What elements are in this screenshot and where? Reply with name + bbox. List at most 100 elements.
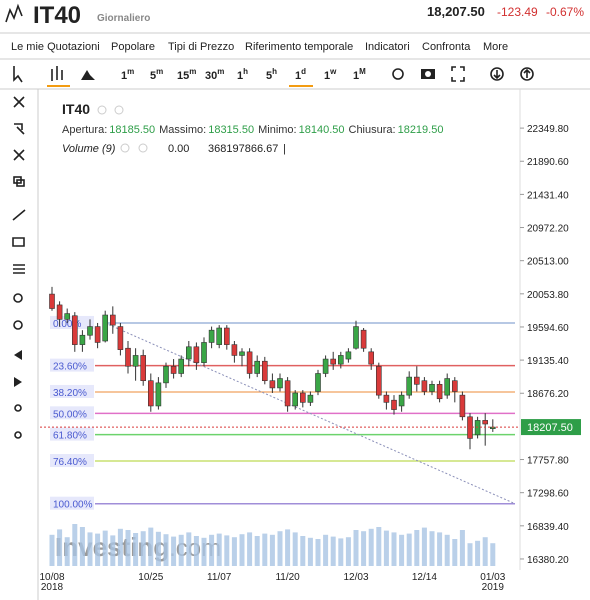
candle-body: [132, 355, 139, 367]
volume-bar: [292, 532, 298, 566]
eye-icon: [120, 143, 130, 153]
candle-body: [193, 346, 200, 363]
candle-type[interactable]: [47, 66, 70, 87]
volume-bar: [216, 533, 222, 566]
symbol: IT40: [33, 2, 81, 29]
fib-trend: [104, 322, 516, 505]
interval-unit: m: [127, 67, 134, 76]
interval-unit: m: [156, 67, 163, 76]
candle-body: [102, 314, 108, 342]
candle-body: [292, 392, 299, 407]
volume-bar: [79, 527, 85, 566]
volume-bar: [247, 532, 253, 566]
volume-bar: [353, 530, 359, 566]
volume-bar: [95, 533, 101, 566]
candle-body: [239, 351, 245, 356]
interval-unit: h: [243, 67, 248, 76]
y-tick-label: 21890.60: [527, 157, 569, 168]
fib-label-box: [50, 384, 94, 398]
eye-icon: [97, 105, 107, 115]
menu-item[interactable]: Popolare: [111, 41, 155, 53]
volume-bar: [391, 532, 397, 566]
menu-item[interactable]: Riferimento temporale: [245, 41, 353, 53]
candle-body: [482, 420, 489, 425]
fib-label: 76.40%: [53, 457, 87, 468]
candle-body: [269, 380, 276, 389]
y-tick-label: 20053.80: [527, 290, 569, 301]
ohlc-value: 18185.50: [109, 124, 155, 136]
interval[interactable]: 1w: [324, 67, 337, 82]
candle-body: [117, 326, 124, 350]
volume-bar: [452, 539, 458, 566]
interval[interactable]: 15m: [177, 67, 196, 82]
candle-body: [459, 394, 466, 418]
candle-body: [429, 384, 435, 392]
cursor-tool[interactable]: [13, 66, 23, 83]
menu-item[interactable]: Le mie Quotazioni: [11, 41, 100, 53]
interval[interactable]: 1d: [295, 67, 306, 82]
candle-body: [444, 378, 451, 396]
volume-bar: [102, 530, 108, 566]
volume-bar: [269, 534, 275, 566]
interval[interactable]: 5h: [266, 67, 277, 82]
candle-body: [284, 380, 291, 407]
x-tick-label: 12/14: [412, 572, 437, 583]
volume-bar: [338, 538, 344, 566]
candle-body: [391, 399, 397, 410]
candle-body: [163, 365, 169, 384]
y-tick-label: 20513.00: [527, 257, 569, 268]
interval[interactable]: 30m: [205, 67, 224, 82]
candle-body: [353, 326, 359, 349]
y-tick-label: 17298.60: [527, 489, 569, 500]
gear-icon: [114, 105, 124, 115]
interval[interactable]: 1h: [237, 67, 248, 82]
volume-bar: [429, 531, 435, 566]
volume-bar: [307, 537, 313, 566]
area-type[interactable]: [81, 70, 95, 80]
interval[interactable]: 5m: [150, 67, 163, 82]
interval-num: 1: [353, 70, 359, 82]
legend-symbol: IT40: [62, 101, 90, 117]
volume-label: Volume (9): [62, 143, 116, 155]
menu-item[interactable]: Tipi di Prezzo: [168, 41, 234, 53]
candle-body: [208, 329, 215, 343]
volume-bar: [467, 543, 473, 566]
candle-body: [368, 351, 375, 365]
candle-body: [375, 365, 382, 396]
candle-body: [330, 358, 337, 365]
period: Giornaliero: [97, 13, 150, 24]
fullscreen[interactable]: [451, 66, 465, 82]
download[interactable]: [490, 67, 504, 81]
candle-body: [413, 376, 420, 385]
volume-bar: [110, 535, 116, 566]
candle-body: [224, 327, 230, 345]
volume-bar: [64, 537, 70, 566]
upload[interactable]: [520, 67, 534, 81]
interval-num: 1: [121, 70, 127, 82]
volume-bar: [49, 534, 55, 566]
interval[interactable]: 1M: [353, 67, 366, 82]
left-toolbar: [12, 96, 26, 439]
volume-bar: [444, 534, 450, 566]
interval-num: 1: [237, 70, 243, 82]
interval-num: 5: [150, 70, 156, 82]
fib-label: 38.20%: [53, 388, 87, 399]
candle-body: [307, 394, 314, 403]
price-tag: [521, 419, 581, 436]
interval[interactable]: 1m: [121, 67, 134, 82]
y-tick-label: 22349.80: [527, 124, 569, 135]
volume-bar: [163, 534, 169, 566]
menu-item[interactable]: Indicatori: [365, 41, 410, 53]
volume-bar: [148, 527, 154, 566]
menu-item[interactable]: Confronta: [422, 41, 471, 53]
volume-value: 368197866.67: [208, 143, 278, 155]
screenshot[interactable]: [421, 69, 435, 79]
fib-label: 23.60%: [53, 362, 87, 373]
ohlc-value: 18140.50: [299, 124, 345, 136]
volume-bar: [285, 529, 291, 566]
interval-num: 1: [324, 70, 330, 82]
candle-body: [322, 358, 329, 374]
settings[interactable]: [392, 68, 404, 80]
fib-label-box: [50, 427, 94, 441]
menu-item[interactable]: More: [483, 41, 508, 53]
